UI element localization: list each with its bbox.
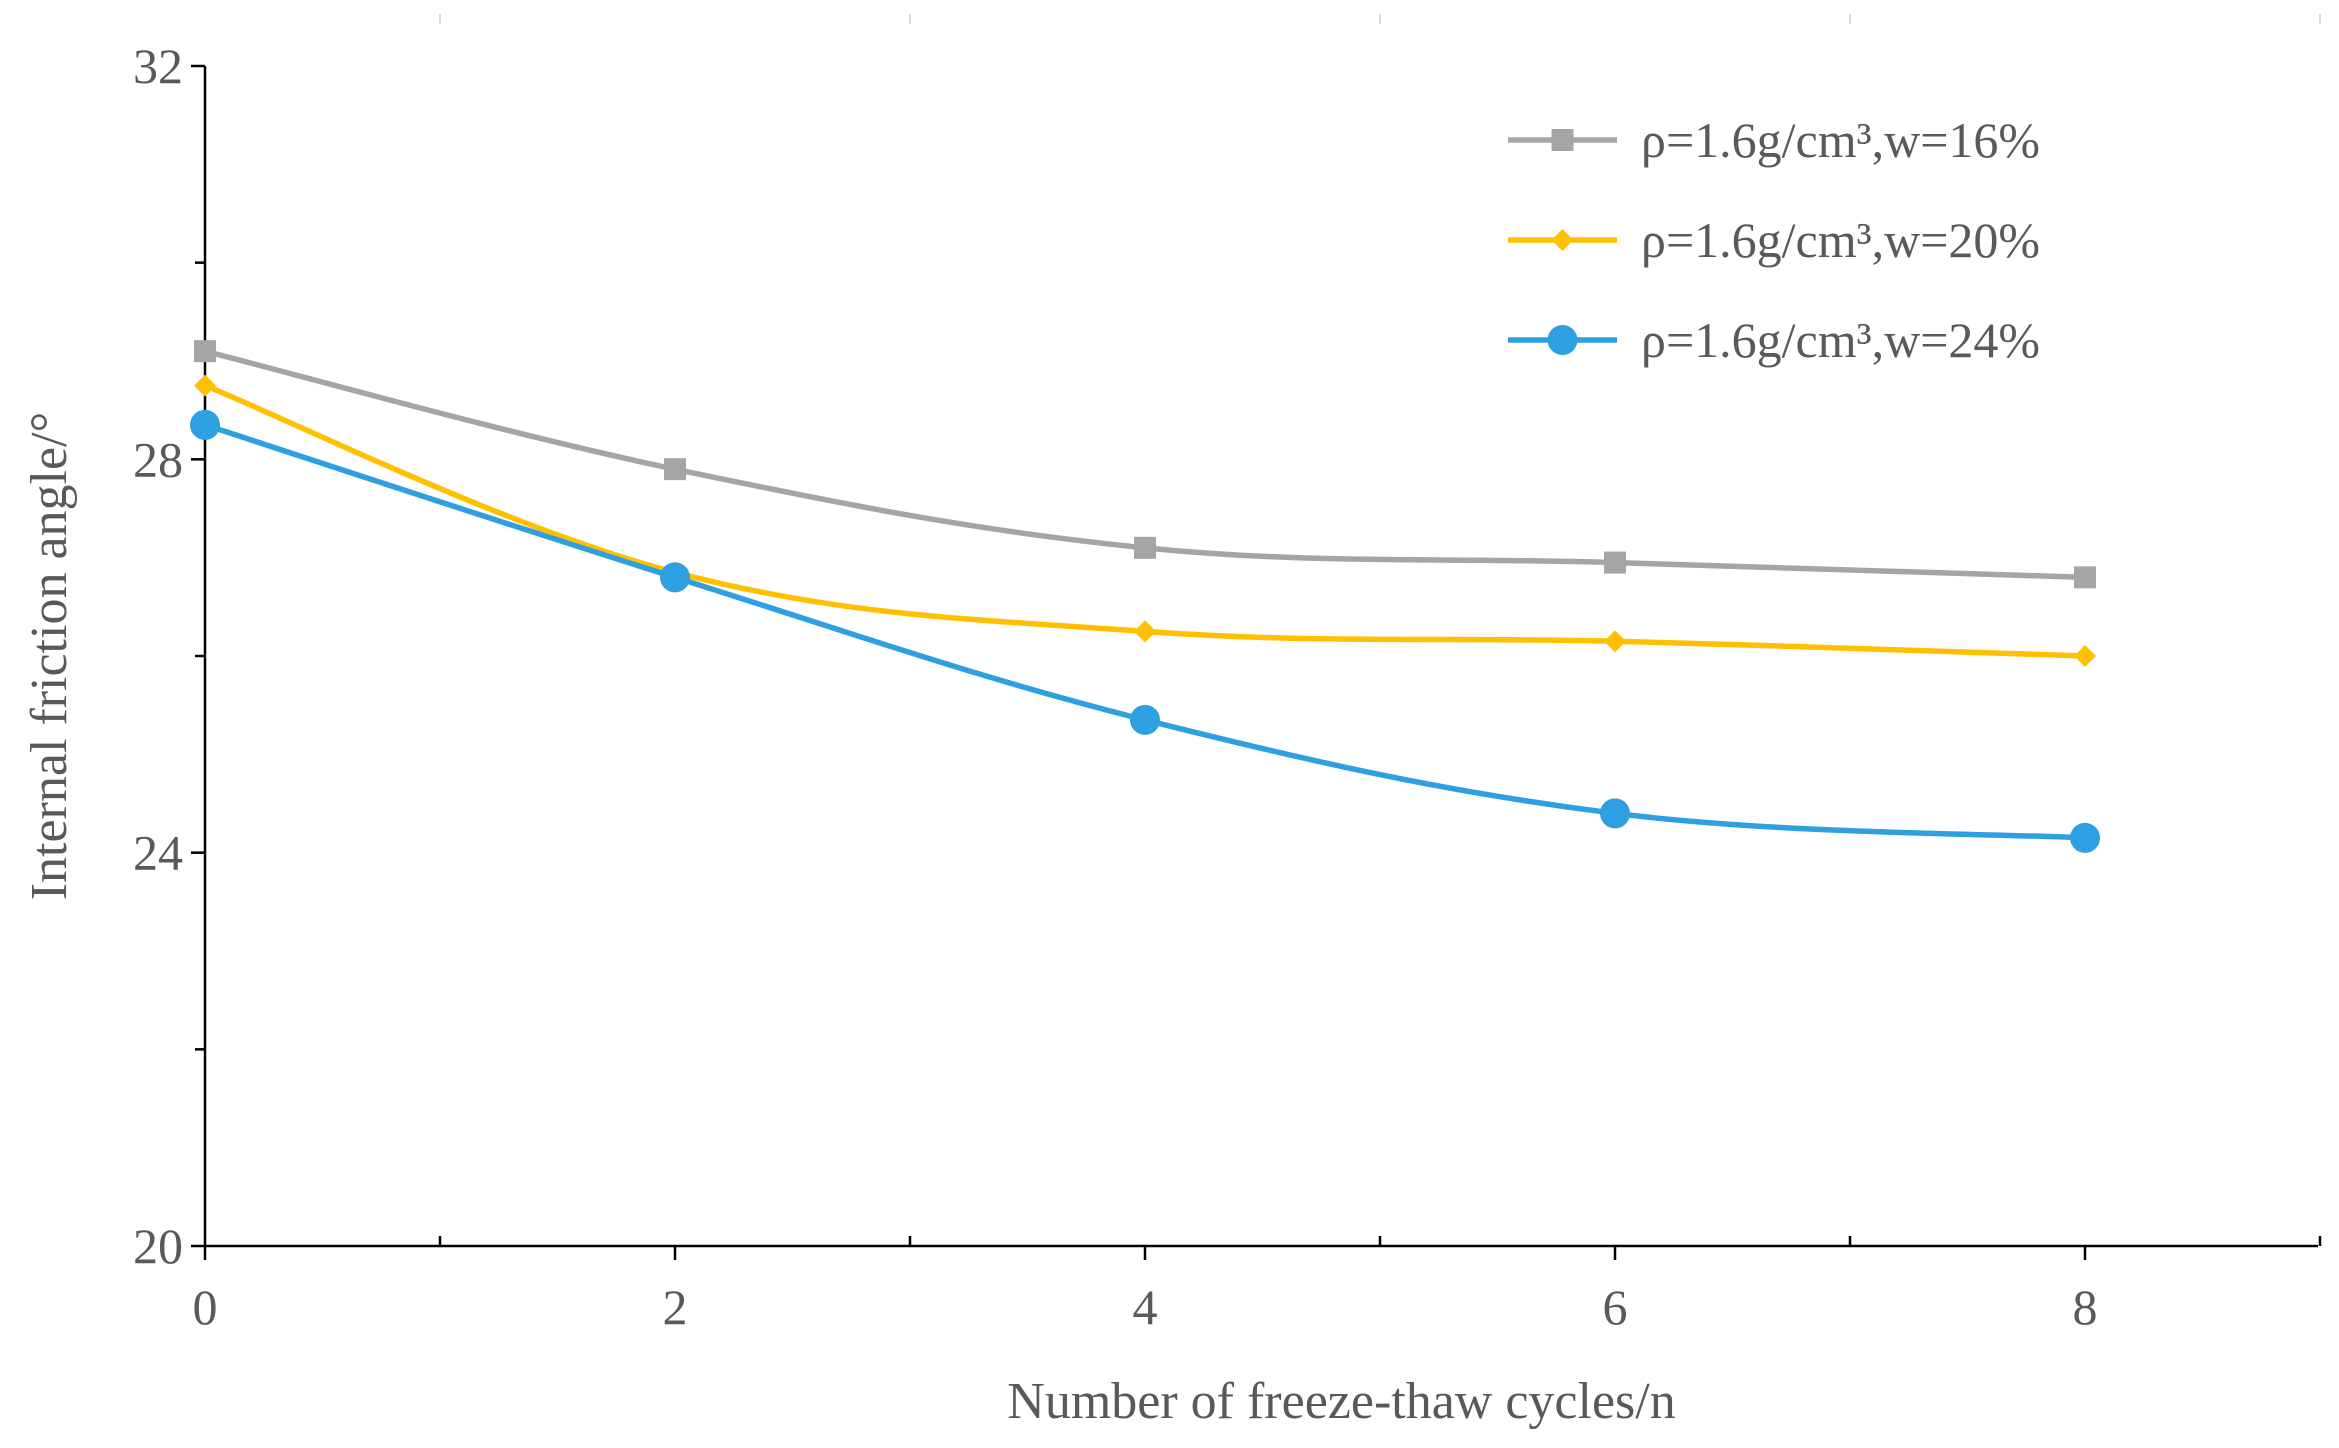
legend-marker bbox=[1547, 325, 1578, 355]
data-point bbox=[1134, 536, 1156, 559]
series-3 bbox=[190, 409, 2100, 853]
y-tick-label: 28 bbox=[133, 431, 183, 487]
x-tick-label: 0 bbox=[193, 1279, 218, 1335]
legend: ρ=1.6g/cm³,w=16% ρ=1.6g/cm³,w=20% ρ=1.6g/c… bbox=[1508, 112, 2040, 368]
legend-label: ρ=1.6g/cm³,w=16% bbox=[1641, 112, 2040, 168]
x-tick-label: 2 bbox=[663, 1279, 688, 1335]
x-tick-label: 8 bbox=[2073, 1279, 2098, 1335]
legend-marker bbox=[1551, 129, 1574, 151]
legend-item: ρ=1.6g/cm³,w=20% bbox=[1508, 212, 2040, 268]
data-point bbox=[2070, 822, 2100, 853]
legend-label: ρ=1.6g/cm³,w=24% bbox=[1641, 312, 2040, 368]
data-point bbox=[1604, 551, 1626, 574]
x-tick-label: 4 bbox=[1133, 1279, 1158, 1335]
data-point bbox=[1134, 620, 1156, 643]
data-point bbox=[190, 409, 220, 440]
data-point bbox=[194, 374, 216, 397]
data-point bbox=[1604, 630, 1626, 653]
data-point bbox=[194, 340, 216, 363]
y-tick-label: 24 bbox=[133, 825, 183, 881]
legend-label: ρ=1.6g/cm³,w=20% bbox=[1641, 212, 2040, 268]
series-2 bbox=[194, 374, 2096, 667]
legend-item: ρ=1.6g/cm³,w=24% bbox=[1508, 312, 2040, 368]
data-point bbox=[2074, 566, 2096, 589]
x-axis-title: Number of freeze-thaw cycles/n bbox=[1007, 1373, 1675, 1430]
series-1 bbox=[194, 340, 2096, 589]
y-tick-label: 20 bbox=[133, 1218, 183, 1274]
data-point bbox=[1130, 704, 1160, 735]
y-tick-label: 32 bbox=[133, 38, 183, 94]
legend-item: ρ=1.6g/cm³,w=16% bbox=[1508, 112, 2040, 168]
x-tick-label: 6 bbox=[1603, 1279, 1628, 1335]
data-point bbox=[664, 458, 686, 481]
y-axis-title: Internal friction angle/° bbox=[21, 412, 78, 901]
legend-marker bbox=[1551, 229, 1574, 251]
series-layer bbox=[190, 340, 2100, 853]
data-point bbox=[2074, 645, 2096, 667]
data-point bbox=[660, 562, 690, 593]
data-point bbox=[1600, 798, 1630, 829]
